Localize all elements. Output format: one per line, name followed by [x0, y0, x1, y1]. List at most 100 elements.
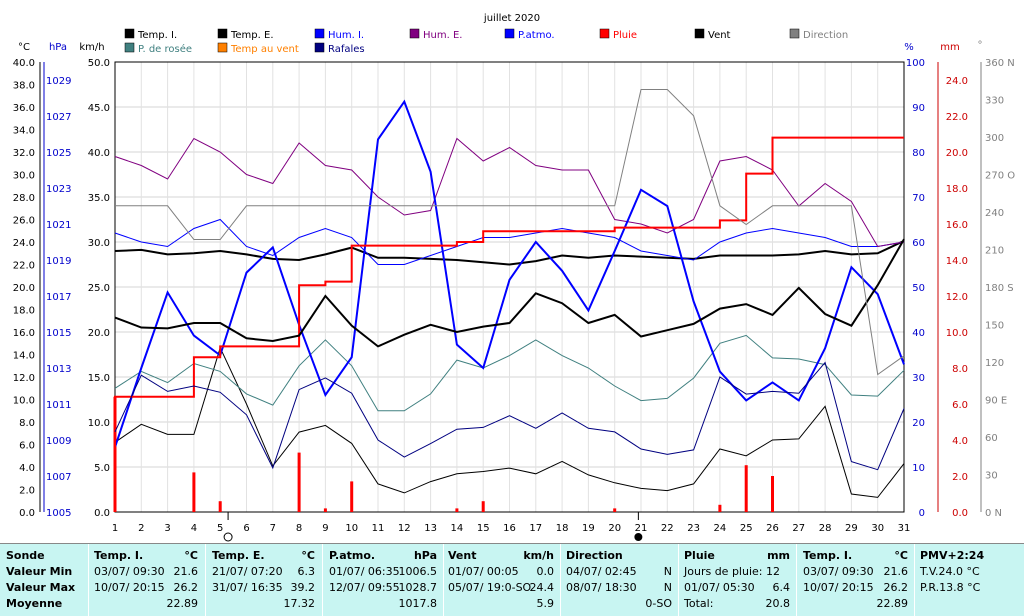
hpa-tick-label: 1027	[46, 112, 71, 123]
stats-unit: km/h	[523, 549, 554, 562]
kmh-tick-label: 45.0	[88, 103, 110, 114]
stats-min-date: 01/07/ 00:05	[448, 565, 519, 578]
series-line	[114, 346, 905, 498]
percent-tick-label: 70	[912, 193, 925, 204]
hpa-unit: hPa	[49, 42, 67, 53]
percent-tick-label: 60	[912, 238, 925, 249]
stats-pmv: PMV+2:24 T.V.24.0 °C P.R.13.8 °C	[920, 544, 1020, 616]
hpa-tick-label: 1017	[46, 292, 71, 303]
stats-pr: P.R.13.8 °C	[920, 581, 981, 594]
stats-unit: °C	[301, 549, 315, 562]
degree-tick-label: 270 O	[985, 171, 1015, 182]
degree-tick-label: 150	[985, 321, 1004, 332]
stats-min-val: 1006.5	[398, 565, 438, 578]
mm-tick-label: 12.0	[946, 292, 968, 303]
degree-tick-label: 300	[985, 133, 1004, 144]
hpa-tick-label: 1009	[46, 436, 71, 447]
kmh-tick-label: 5.0	[94, 463, 110, 474]
x-tick-label: 12	[398, 523, 411, 534]
x-tick-label: 11	[372, 523, 385, 534]
mm-tick-label: 4.0	[952, 436, 968, 447]
kmh-tick-label: 40.0	[88, 148, 110, 159]
percent-tick-label: 30	[912, 373, 925, 384]
kmh-tick-label: 35.0	[88, 193, 110, 204]
celsius-tick-label: 30.0	[13, 171, 35, 182]
hpa-tick-label: 1015	[46, 328, 71, 339]
series-line	[115, 89, 905, 376]
x-tick-label: 18	[556, 523, 569, 534]
x-tick-label: 15	[477, 523, 490, 534]
celsius-tick-label: 26.0	[13, 216, 35, 227]
x-tick-label: 4	[191, 523, 197, 534]
stats-max-val: 26.2	[883, 581, 909, 594]
stats-direction: Direction 04/07/ 02:45 N 08/07/ 18:30 N …	[566, 544, 676, 616]
legend-label: Temp. I.	[137, 30, 177, 41]
series-line	[114, 218, 905, 265]
stats-max-date: 01/07/ 05:30	[684, 581, 755, 594]
degree-tick-label: 60	[985, 433, 998, 444]
celsius-tick-label: 24.0	[13, 238, 35, 249]
series-line	[114, 334, 905, 412]
x-tick-label: 1	[112, 523, 118, 534]
stats-rain: Pluie mm Jours de pluie: 12 01/07/ 05:30…	[684, 544, 794, 616]
x-tick-label: 28	[819, 523, 832, 534]
legend-label: Temp au vent	[230, 44, 299, 55]
degree-tick-label: 360 N	[985, 58, 1015, 69]
degree-tick-label: 90 E	[985, 396, 1007, 407]
hpa-tick-label: 1023	[46, 184, 71, 195]
stats-max-val: N	[663, 581, 672, 594]
celsius-tick-label: 2.0	[19, 486, 35, 497]
percent-tick-label: 40	[912, 328, 925, 339]
percent-tick-label: 0	[919, 508, 925, 519]
percent-tick-label: 50	[912, 283, 925, 294]
mm-tick-label: 22.0	[946, 112, 968, 123]
x-tick-label: 9	[322, 523, 328, 534]
x-tick-label: 22	[661, 523, 674, 534]
stats-unit: °C	[184, 549, 198, 562]
hpa-tick-label: 1007	[46, 472, 71, 483]
celsius-tick-label: 36.0	[13, 103, 35, 114]
kmh-tick-label: 0.0	[94, 508, 110, 519]
stats-mean: 22.89	[166, 597, 199, 610]
legend-swatch	[217, 42, 228, 53]
celsius-tick-label: 28.0	[13, 193, 35, 204]
celsius-tick-label: 22.0	[13, 261, 35, 272]
mm-unit: mm	[940, 42, 959, 53]
celsius-tick-label: 10.0	[13, 396, 35, 407]
hpa-tick-label: 1021	[46, 220, 71, 231]
x-tick-label: 13	[424, 523, 437, 534]
stats-max-date: 05/07/ 19:0-SO	[448, 581, 532, 594]
percent-tick-label: 80	[912, 148, 925, 159]
legend-label: P. de rosée	[138, 43, 192, 55]
series-line	[114, 239, 905, 266]
x-tick-label: 19	[582, 523, 595, 534]
celsius-tick-label: 20.0	[13, 283, 35, 294]
x-tick-label: 16	[503, 523, 516, 534]
x-tick-label: 5	[217, 523, 223, 534]
x-tick-label: 25	[740, 523, 753, 534]
celsius-tick-label: 8.0	[19, 418, 35, 429]
x-tick-label: 30	[871, 523, 884, 534]
percent-tick-label: 20	[912, 418, 925, 429]
stats-min-val: 0.0	[536, 565, 555, 578]
stats-mean: 0-SO	[645, 597, 672, 610]
stats-label-min: Valeur Min	[6, 565, 73, 578]
stats-mean: 22.89	[876, 597, 909, 610]
legend-label: Hum. E.	[423, 30, 462, 41]
degree-tick-label: 30	[985, 471, 998, 482]
celsius-unit: °C	[18, 42, 30, 53]
stats-title: Pluie	[684, 549, 715, 562]
legend-swatch	[789, 28, 800, 39]
x-tick-label: 8	[296, 523, 302, 534]
stats-unit: °C	[894, 549, 908, 562]
stats-panel: Sonde Valeur Min Valeur Max Moyenne Temp…	[0, 543, 1024, 616]
stats-unit: mm	[767, 549, 790, 562]
stats-pressure: P.atmo. hPa 01/07/ 06:35 1006.5 12/07/ 0…	[329, 544, 441, 616]
degree-tick-label: 210	[985, 246, 1004, 257]
hpa-tick-label: 1011	[46, 400, 71, 411]
stats-total-label: Total:	[684, 597, 714, 610]
stats-max-date: 10/07/ 20:15	[94, 581, 165, 594]
celsius-tick-label: 40.0	[13, 58, 35, 69]
legend-swatch	[124, 42, 135, 53]
series-line	[114, 361, 905, 471]
